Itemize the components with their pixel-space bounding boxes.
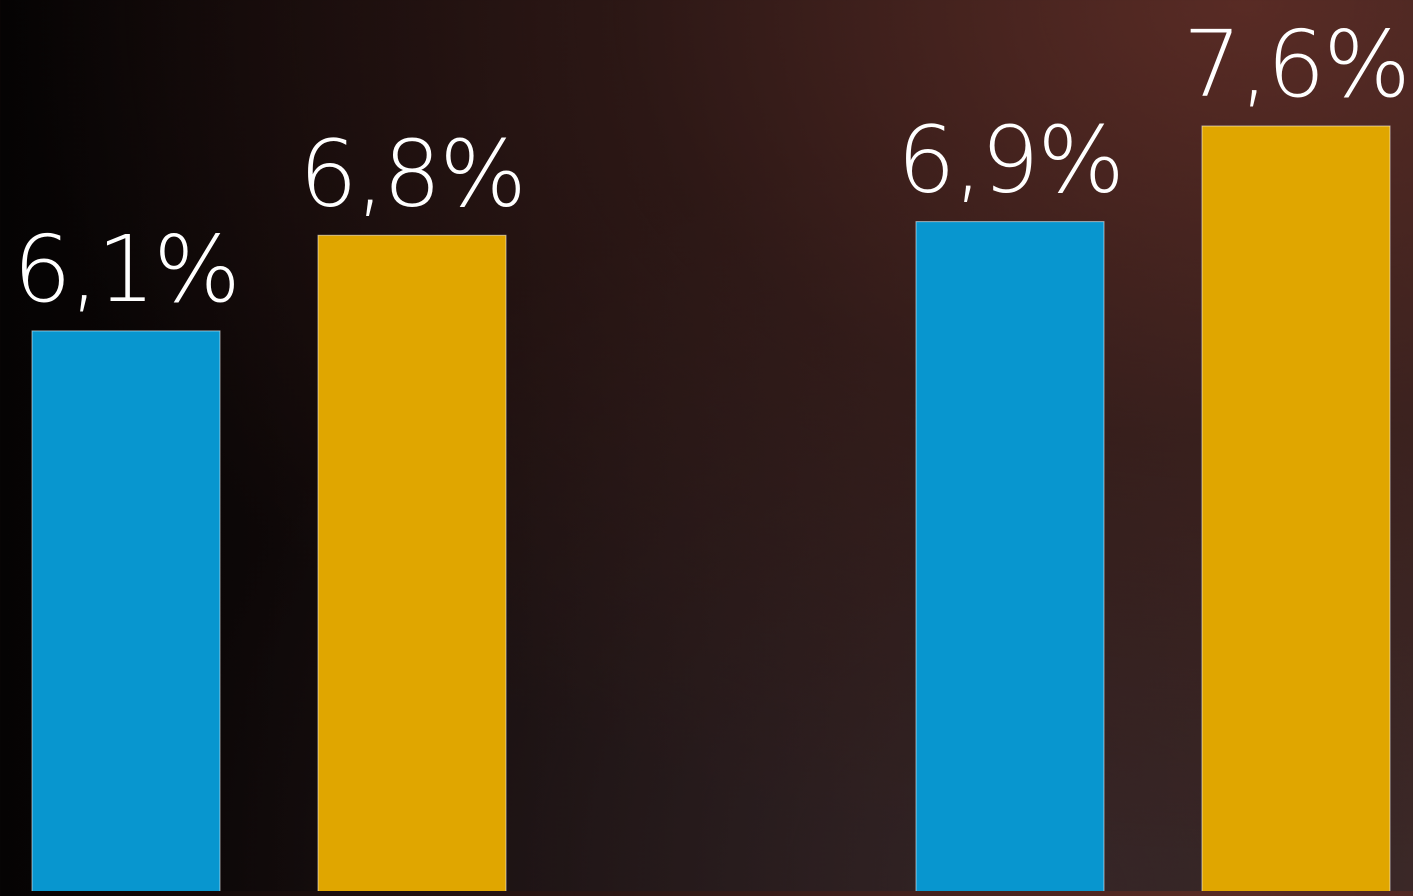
data-label-series2-group1: 6,8%	[299, 120, 525, 227]
bar-series1-group2	[915, 221, 1105, 894]
bar-series2-group1	[317, 234, 507, 894]
data-label-series1-group1: 6,1%	[13, 216, 239, 323]
data-label-series1-group2: 6,9%	[897, 107, 1123, 214]
bar-series2-group2	[1201, 125, 1391, 894]
data-label-series2-group2: 7,6%	[1183, 11, 1409, 118]
bar-series1-group1	[31, 330, 221, 894]
